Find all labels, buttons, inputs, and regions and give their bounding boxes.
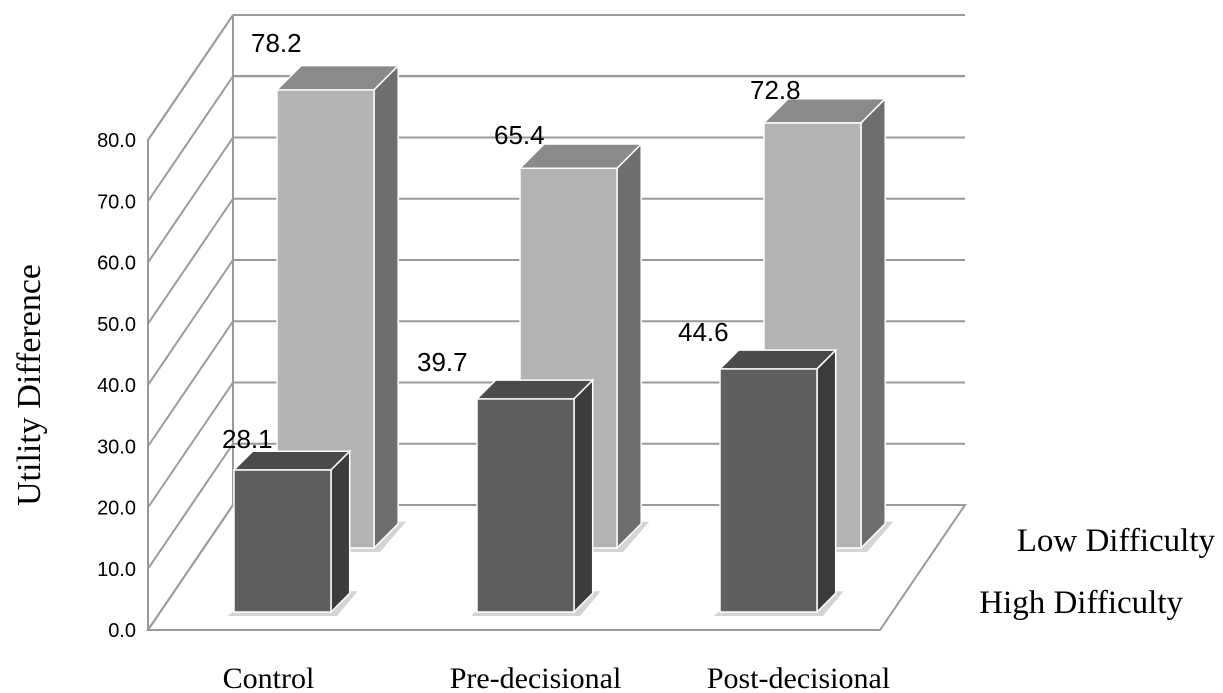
x-category-label: Control bbox=[223, 662, 315, 693]
y-tick-label: 70.0 bbox=[97, 191, 136, 213]
data-label-low-difficulty: 78.2 bbox=[251, 28, 302, 58]
y-tick-label: 60.0 bbox=[97, 253, 136, 275]
gridline-diagonal bbox=[147, 443, 234, 570]
data-label-high-difficulty: 44.6 bbox=[678, 317, 729, 347]
bar-side bbox=[616, 142, 642, 550]
bar-high-difficulty bbox=[228, 449, 358, 616]
bar-top bbox=[518, 143, 644, 169]
y-tick-label: 40.0 bbox=[97, 375, 136, 397]
bar-side bbox=[573, 378, 594, 614]
series-low-difficulty-bars bbox=[271, 63, 894, 552]
bar-top bbox=[762, 97, 888, 124]
y-tick-label: 30.0 bbox=[97, 436, 136, 458]
data-label-low-difficulty: 72.8 bbox=[750, 75, 801, 105]
y-axis-title: Utility Difference bbox=[11, 264, 48, 506]
bar-side bbox=[330, 449, 351, 614]
x-category-label: Post-decisional bbox=[707, 662, 890, 693]
bar-top bbox=[232, 450, 352, 471]
gridline-diagonal bbox=[147, 136, 234, 264]
bar-high-difficulty bbox=[471, 378, 601, 616]
bar-front bbox=[719, 368, 818, 613]
gridline-diagonal bbox=[147, 198, 234, 325]
bar-front bbox=[233, 469, 332, 613]
depth-label-high-difficulty: High Difficulty bbox=[979, 585, 1183, 621]
bar-side bbox=[373, 63, 399, 550]
bar-front bbox=[476, 398, 575, 613]
gridline-diagonal bbox=[147, 320, 234, 447]
bar-side bbox=[860, 96, 886, 550]
gridline-diagonal bbox=[147, 14, 234, 141]
y-tick-label: 50.0 bbox=[97, 314, 136, 336]
y-tick-label: 20.0 bbox=[97, 498, 136, 520]
data-label-high-difficulty: 39.7 bbox=[417, 347, 468, 377]
gridline-diagonal bbox=[147, 259, 234, 386]
gridline-diagonal bbox=[147, 75, 234, 202]
data-label-low-difficulty: 65.4 bbox=[494, 120, 545, 150]
bar-top bbox=[275, 64, 401, 91]
gridline-diagonal bbox=[147, 504, 234, 631]
data-label-high-difficulty: 28.1 bbox=[222, 424, 273, 454]
bar-top bbox=[475, 379, 595, 400]
x-category-label: Pre-decisional bbox=[450, 662, 622, 693]
gridline-diagonal bbox=[147, 381, 234, 509]
y-tick-label: 10.0 bbox=[97, 559, 136, 581]
series-high-difficulty-bars bbox=[228, 348, 844, 616]
chart-labels: 0.0 10.0 20.0 30.0 40.0 50.0 60.0 70.0 80.0 78.2 6… bbox=[11, 28, 1215, 693]
y-tick-label: 0.0 bbox=[108, 620, 136, 642]
bar-top bbox=[718, 349, 838, 370]
y-tick-label: 80.0 bbox=[97, 130, 136, 152]
depth-label-low-difficulty: Low Difficulty bbox=[1017, 523, 1216, 559]
bar-side bbox=[816, 348, 837, 614]
bar-high-difficulty bbox=[714, 348, 844, 616]
